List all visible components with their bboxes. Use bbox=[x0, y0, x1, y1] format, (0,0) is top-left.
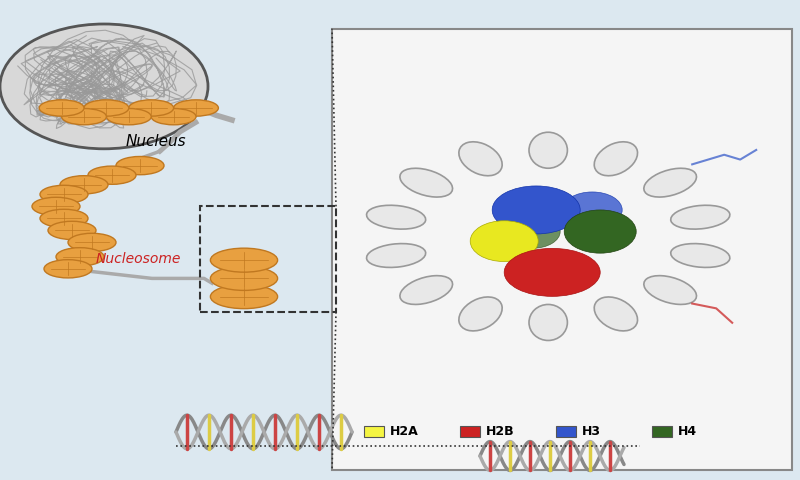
FancyBboxPatch shape bbox=[652, 426, 672, 437]
Text: H3: H3 bbox=[582, 425, 601, 438]
Ellipse shape bbox=[529, 304, 567, 340]
Ellipse shape bbox=[400, 276, 453, 304]
Ellipse shape bbox=[366, 205, 426, 229]
Ellipse shape bbox=[48, 221, 96, 240]
Ellipse shape bbox=[84, 100, 129, 116]
Ellipse shape bbox=[40, 209, 88, 228]
Ellipse shape bbox=[670, 205, 730, 229]
Text: Nucleus: Nucleus bbox=[126, 134, 186, 149]
Ellipse shape bbox=[210, 248, 278, 272]
FancyBboxPatch shape bbox=[332, 29, 792, 470]
Ellipse shape bbox=[459, 142, 502, 176]
Ellipse shape bbox=[594, 297, 638, 331]
Ellipse shape bbox=[492, 186, 580, 234]
Ellipse shape bbox=[366, 243, 426, 267]
Ellipse shape bbox=[44, 260, 92, 278]
Ellipse shape bbox=[151, 108, 196, 125]
Ellipse shape bbox=[562, 192, 622, 228]
Ellipse shape bbox=[106, 108, 151, 125]
Ellipse shape bbox=[529, 132, 567, 168]
Ellipse shape bbox=[644, 168, 697, 197]
Ellipse shape bbox=[470, 221, 538, 262]
Ellipse shape bbox=[116, 156, 164, 175]
Ellipse shape bbox=[60, 176, 108, 194]
Ellipse shape bbox=[400, 168, 453, 197]
FancyBboxPatch shape bbox=[364, 426, 384, 437]
Ellipse shape bbox=[62, 108, 106, 125]
Ellipse shape bbox=[594, 142, 638, 176]
Ellipse shape bbox=[644, 276, 697, 304]
Ellipse shape bbox=[56, 248, 104, 266]
Text: H4: H4 bbox=[678, 425, 697, 438]
Ellipse shape bbox=[504, 215, 560, 248]
Ellipse shape bbox=[459, 297, 502, 331]
Ellipse shape bbox=[670, 243, 730, 267]
Text: Nucleosome: Nucleosome bbox=[96, 252, 182, 266]
Ellipse shape bbox=[32, 197, 80, 216]
Ellipse shape bbox=[174, 100, 218, 116]
Ellipse shape bbox=[68, 233, 116, 252]
Ellipse shape bbox=[88, 166, 136, 184]
Ellipse shape bbox=[40, 185, 88, 204]
Ellipse shape bbox=[564, 210, 636, 253]
Ellipse shape bbox=[504, 248, 600, 296]
Text: H2B: H2B bbox=[486, 425, 514, 438]
FancyBboxPatch shape bbox=[460, 426, 480, 437]
Ellipse shape bbox=[39, 100, 84, 116]
Text: H2A: H2A bbox=[390, 425, 418, 438]
FancyBboxPatch shape bbox=[556, 426, 576, 437]
Ellipse shape bbox=[210, 285, 278, 309]
Circle shape bbox=[0, 24, 208, 149]
Ellipse shape bbox=[210, 266, 278, 290]
Ellipse shape bbox=[129, 100, 174, 116]
